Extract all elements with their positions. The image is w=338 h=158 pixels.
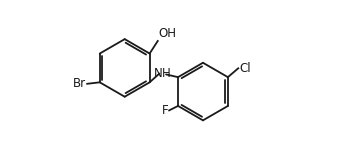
Text: OH: OH <box>159 27 176 40</box>
Text: Cl: Cl <box>239 62 250 75</box>
Text: N: N <box>153 67 162 80</box>
Text: Br: Br <box>73 77 87 90</box>
Text: H: H <box>162 67 171 80</box>
Text: F: F <box>162 104 168 117</box>
